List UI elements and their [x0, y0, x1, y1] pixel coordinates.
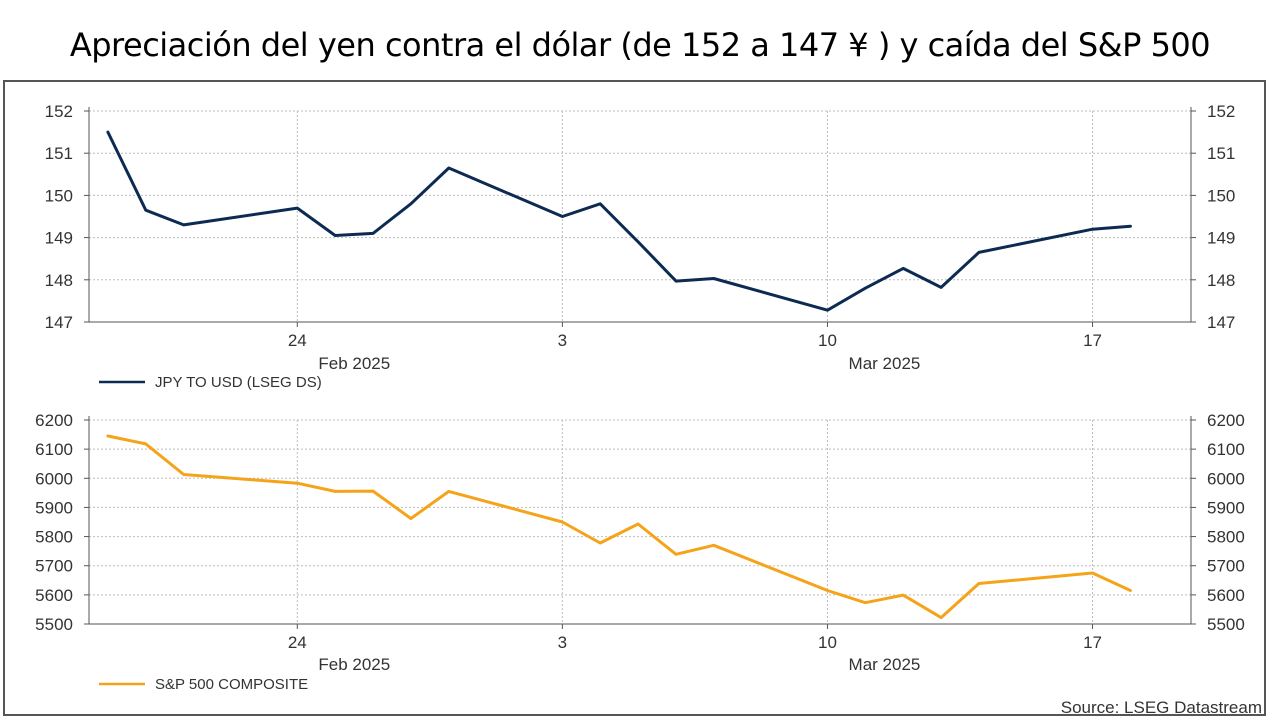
data-point — [636, 240, 640, 243]
data-point — [447, 166, 450, 170]
data-point — [1091, 228, 1094, 231]
y-tick-label-left: 149 — [45, 229, 73, 248]
y-tick-label-left: 5600 — [35, 586, 73, 605]
data-point — [144, 442, 147, 446]
data-point — [864, 601, 867, 604]
legend-label: S&P 500 COMPOSITE — [155, 676, 308, 693]
x-tick-label: 24 — [288, 633, 307, 652]
month-label: Mar 2025 — [849, 354, 921, 373]
y-tick-label-right: 5900 — [1207, 498, 1245, 517]
data-point — [561, 215, 564, 218]
y-tick-label-left: 5900 — [35, 498, 73, 517]
y-tick-label-right: 5700 — [1207, 557, 1245, 576]
y-tick-label-right: 151 — [1207, 144, 1235, 163]
source-note: Source: LSEG Datastream — [1061, 698, 1262, 717]
data-point — [371, 232, 375, 235]
y-tick-label-left: 5800 — [35, 528, 73, 547]
y-tick-label-right: 5800 — [1207, 528, 1245, 547]
data-point — [106, 434, 110, 438]
y-tick-label-left: 6000 — [35, 469, 73, 488]
data-point — [1129, 225, 1132, 228]
data-point — [182, 473, 185, 476]
data-point — [636, 522, 640, 526]
x-tick-label: 10 — [818, 331, 837, 350]
data-point — [409, 517, 413, 520]
month-label: Feb 2025 — [318, 655, 390, 674]
data-point — [371, 489, 375, 493]
y-tick-label-right: 5500 — [1207, 615, 1245, 634]
data-point — [939, 286, 943, 289]
y-tick-label-left: 152 — [45, 102, 73, 121]
chart-frame — [3, 80, 1266, 716]
y-tick-label-right: 152 — [1207, 102, 1235, 121]
data-point — [674, 553, 678, 556]
y-tick-label-right: 6000 — [1207, 469, 1245, 488]
data-point — [902, 267, 905, 270]
x-tick-label: 3 — [558, 331, 567, 350]
jpy-usd-panel: 147 147 148 148 149 149 150 150 151 151 152 152 24 3 1… — [45, 102, 1236, 391]
y-tick-label-right: 5600 — [1207, 586, 1245, 605]
x-tick-label: 24 — [288, 331, 307, 350]
data-point — [409, 202, 413, 205]
data-point — [447, 490, 450, 493]
chart-title: Apreciación del yen contra el dólar (de … — [69, 26, 1211, 64]
y-tick-label-right: 149 — [1207, 229, 1235, 248]
data-point — [296, 206, 299, 210]
data-point — [1129, 589, 1132, 592]
data-point — [1091, 571, 1094, 575]
data-point — [106, 130, 110, 134]
y-tick-label-right: 6100 — [1207, 440, 1245, 459]
data-point — [334, 490, 337, 493]
data-point — [977, 582, 981, 585]
month-label: Mar 2025 — [849, 655, 921, 674]
data-point — [977, 251, 981, 254]
y-tick-label-left: 5700 — [35, 557, 73, 576]
x-tick-label: 17 — [1083, 633, 1102, 652]
data-point — [674, 279, 678, 283]
legend-label: JPY TO USD (LSEG DS) — [155, 374, 322, 391]
data-point — [826, 309, 829, 312]
data-point — [334, 234, 337, 237]
data-point — [939, 616, 943, 619]
y-tick-label-right: 6200 — [1207, 411, 1245, 430]
month-label: Feb 2025 — [318, 354, 390, 373]
data-point — [561, 520, 564, 524]
data-point — [864, 287, 867, 290]
y-tick-label-left: 6100 — [35, 440, 73, 459]
series-line — [106, 130, 1132, 312]
series-line — [106, 434, 1132, 620]
data-point — [599, 541, 602, 545]
data-point — [599, 202, 602, 205]
y-tick-label-left: 150 — [45, 186, 73, 205]
y-tick-label-left: 6200 — [35, 411, 73, 430]
data-point — [902, 593, 905, 597]
x-tick-label: 3 — [558, 633, 567, 652]
y-tick-label-right: 150 — [1207, 186, 1235, 205]
data-point — [296, 482, 299, 485]
y-tick-label-right: 147 — [1207, 313, 1235, 332]
data-point — [712, 277, 715, 280]
y-tick-label-right: 148 — [1207, 271, 1235, 290]
x-tick-label: 17 — [1083, 331, 1102, 350]
y-tick-label-left: 151 — [45, 144, 73, 163]
data-point — [712, 544, 715, 547]
x-tick-label: 10 — [818, 633, 837, 652]
y-tick-label-left: 147 — [45, 313, 73, 332]
data-point — [144, 209, 147, 212]
data-point — [826, 589, 829, 592]
y-tick-label-left: 5500 — [35, 615, 73, 634]
y-tick-label-left: 148 — [45, 271, 73, 290]
data-point — [182, 223, 185, 227]
sp500-panel: 5500 5500 5600 5600 5700 5700 5800 5800 5900 5900… — [35, 411, 1245, 693]
